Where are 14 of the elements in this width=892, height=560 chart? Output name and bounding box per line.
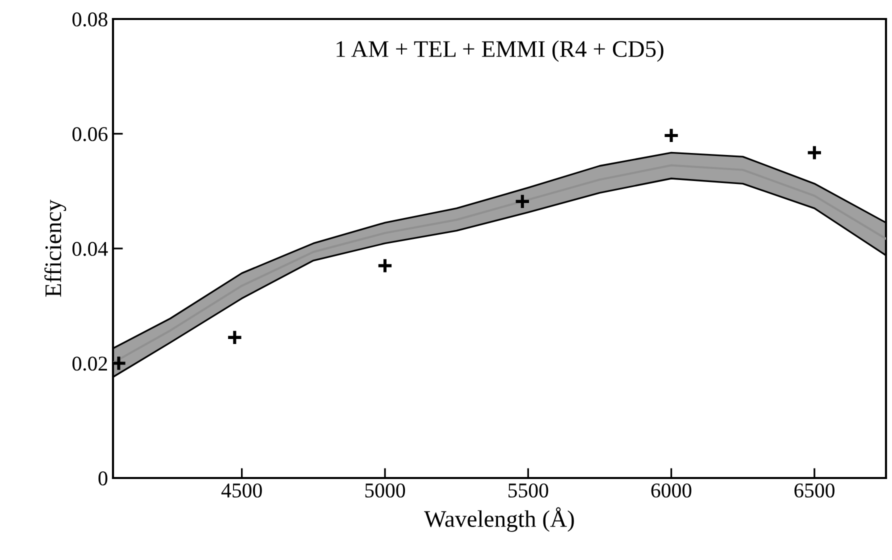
x-tick-label: 5500 — [508, 483, 548, 498]
x-tick-label: 6000 — [651, 483, 692, 498]
y-tick-label: 0.06 — [72, 127, 108, 142]
x-tick-label: 5000 — [365, 483, 406, 498]
y-tick-label: 0.04 — [72, 242, 108, 256]
point — [663, 127, 680, 144]
y-tick-label: 0 — [98, 471, 108, 486]
x-tick-label: 4500 — [221, 483, 262, 498]
y-tick-label: 0.08 — [72, 12, 108, 27]
x-axis-title: Wavelength (Å) — [424, 507, 574, 532]
text: 1 AM + TEL + EMMI (R4 + CD5) — [336, 40, 664, 62]
y-axis-title: Efficiency — [44, 200, 66, 297]
y-tick-label: 0.02 — [72, 356, 107, 371]
x-tick-label: 6500 — [794, 483, 834, 498]
